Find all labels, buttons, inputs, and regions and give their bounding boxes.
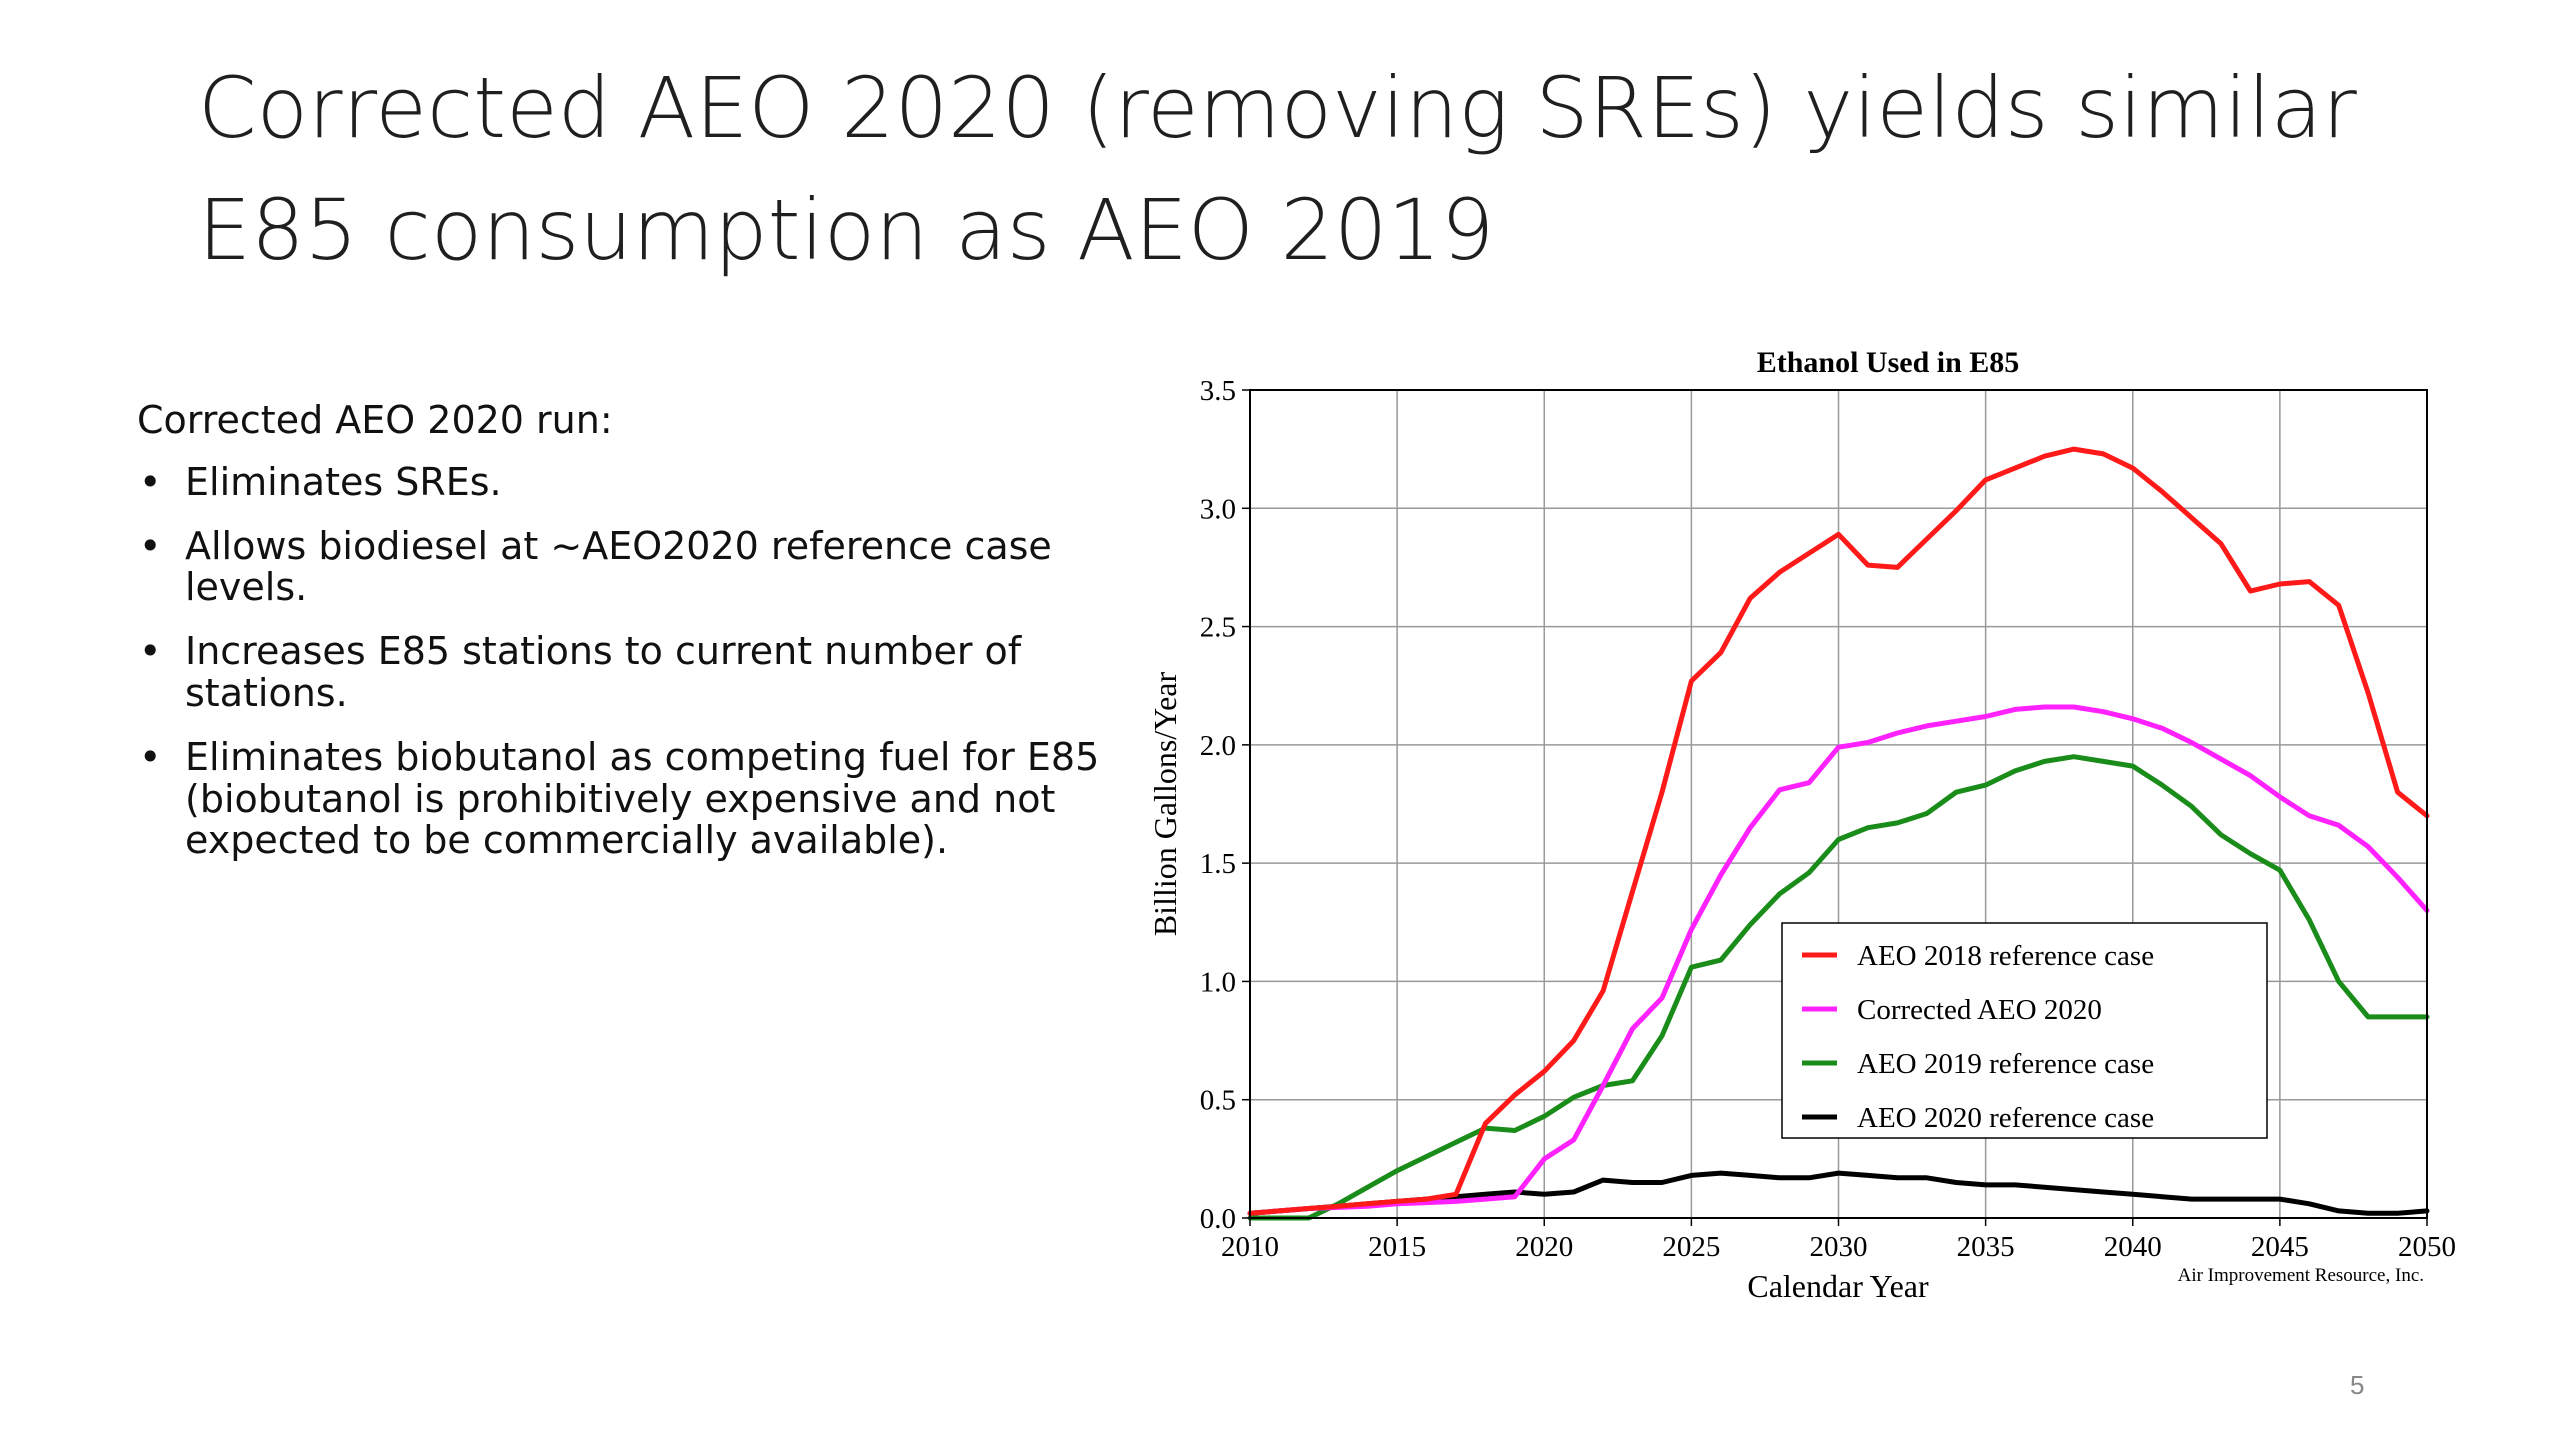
slide-title-line-1: Corrected AEO 2020 (removing SREs) yield… [198,59,2357,157]
x-tick-label: 2025 [1662,1231,1720,1263]
bullet-icon: • [139,523,162,568]
ethanol-chart: Ethanol Used in E85 2010 2015 2020 2025 2030… [1140,340,2470,1320]
x-tick-label: 2010 [1221,1231,1279,1263]
chart-ticks: 2010 2015 2020 2025 2030 2035 2040 2045 2050 0.0 0… [1200,375,2456,1263]
y-tick-label: 0.0 [1200,1203,1236,1235]
bullet-item: • Increases E85 stations to current numbe… [137,629,1147,715]
x-axis-label: Calendar Year [1747,1268,1929,1304]
bullet-text: Increases E85 stations to current number… [185,629,1022,715]
y-axis-label: Billion Gallons/Year [1147,672,1183,937]
chart-title: Ethanol Used in E85 [1757,346,2020,379]
bullet-list: • Eliminates SREs. • Allows biodiesel at ~… [137,459,1147,863]
y-tick-label: 3.0 [1200,493,1236,525]
run-heading: Corrected AEO 2020 run: [137,398,613,442]
chart-legend: AEO 2018 reference case Corrected AEO 202… [1781,922,2268,1139]
bullet-icon: • [139,459,162,504]
series-line [1247,446,2430,1216]
x-tick-label: 2045 [2251,1231,2309,1263]
bullet-item: • Eliminates biobutanol as competing fuel… [137,734,1147,863]
slide-body: Corrected AEO 2020 run: • Eliminates SREs… [137,398,1147,884]
series-line [1247,754,2430,1221]
legend-box [1781,922,2268,1139]
y-tick-label: 0.5 [1200,1085,1236,1117]
y-tick-label: 1.0 [1200,966,1236,998]
bullet-icon: • [139,734,162,779]
x-tick-label: 2030 [1810,1231,1868,1263]
y-tick-label: 1.5 [1200,848,1236,880]
x-tick-label: 2020 [1515,1231,1573,1263]
bullet-icon: • [139,629,162,674]
chart-svg: Ethanol Used in E85 2010 2015 2020 2025 2030… [1147,346,2456,1304]
chart-credit: Air Improvement Resource, Inc. [2178,1265,2424,1286]
x-tick-label: 2035 [1957,1231,2015,1263]
bullet-text: Eliminates SREs. [185,459,502,504]
x-tick-label: 2040 [2104,1231,2162,1263]
bullet-item: • Eliminates SREs. [137,459,1147,504]
y-tick-label: 2.0 [1200,730,1236,762]
bullet-text: Allows biodiesel at ~AEO2020 reference c… [185,523,1052,610]
slide-title: Corrected AEO 2020 (removing SREs) yield… [198,48,2448,292]
x-tick-label: 2050 [2398,1231,2456,1263]
series-line [1247,704,2430,1216]
bullet-text: Eliminates biobutanol as competing fuel … [185,734,1100,863]
legend-label: AEO 2019 reference case [1857,1048,2154,1080]
y-tick-label: 3.5 [1200,375,1236,407]
chart-series [1247,446,2430,1221]
page-number: 5 [2350,1370,2365,1400]
x-tick-label: 2015 [1368,1231,1426,1263]
slide-title-line-2: E85 consumption as AEO 2019 [198,180,1495,279]
legend-label: Corrected AEO 2020 [1857,994,2102,1026]
legend-label: AEO 2020 reference case [1857,1102,2154,1134]
y-tick-label: 2.5 [1200,612,1236,644]
bullet-item: • Allows biodiesel at ~AEO2020 reference … [137,523,1147,610]
legend-label: AEO 2018 reference case [1857,940,2154,972]
